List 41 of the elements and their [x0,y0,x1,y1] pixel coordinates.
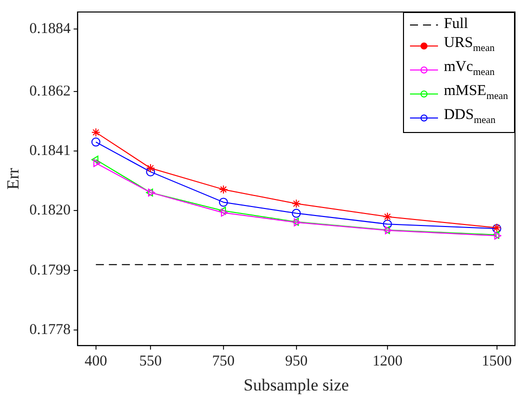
point [91,138,100,147]
y-tick-label: 0.1799 [29,262,71,278]
point [91,156,98,164]
point [146,188,154,197]
point [382,226,390,234]
point [146,167,156,176]
x-tick-label: 1500 [482,354,512,370]
point [292,218,299,226]
x-tick-label: 1200 [372,354,402,370]
y-axis-title: Err [4,168,23,190]
point [382,212,392,222]
legend-label: URS$_{mean}$ [444,34,495,56]
point [382,220,392,229]
x-tick-label: 750 [212,354,235,370]
x-axis-title: Subsample size [244,375,349,394]
x-tick-label: 550 [139,354,162,370]
y-tick-label: 0.1820 [29,202,71,219]
y-tick-label: 0.1841 [29,143,71,160]
point [146,164,156,173]
point [292,199,301,208]
y-tick-label: 0.1884 [29,20,72,37]
point [492,230,500,239]
legend-label: Full [444,15,468,34]
point [93,159,100,168]
point [384,226,392,234]
legend-label: DDS$_{mean}$ [444,106,496,128]
point [218,198,228,207]
y-tick-label: 0.1862 [29,83,71,100]
point [494,232,502,240]
point [220,208,228,217]
x-tick-label: 950 [285,354,308,370]
legend-label: mVc$_{mean}$ [444,58,495,80]
point [218,206,226,215]
point [292,208,301,218]
point [294,218,301,226]
point [91,128,100,137]
point [218,184,228,194]
y-tick-label: 0.1778 [29,322,71,338]
point [148,188,156,197]
legend-label: mMSE$_{mean}$ [444,82,508,104]
x-tick-label: 400 [84,354,108,370]
